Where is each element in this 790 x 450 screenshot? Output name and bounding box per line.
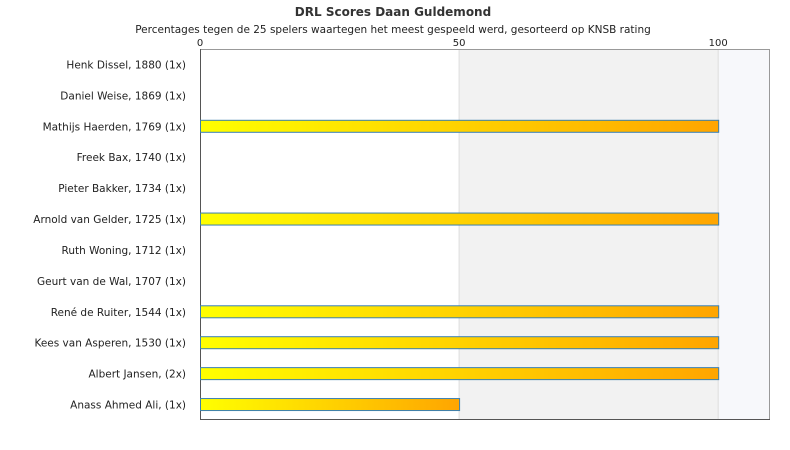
category-label: Albert Jansen, (2x) [88, 369, 186, 381]
category-label: Freek Bax, 1740 (1x) [77, 152, 186, 164]
category-label: Pieter Bakker, 1734 (1x) [58, 183, 186, 195]
plot-band [459, 49, 719, 420]
category-label: René de Ruiter, 1544 (1x) [51, 307, 186, 319]
plot-area: 0 50 100 Henk Dissel, 1880 (1x) Daniel Weise… [33, 38, 770, 420]
bar [200, 305, 720, 319]
category-label: Mathijs Haerden, 1769 (1x) [43, 121, 186, 133]
chart-subtitle: Percentages tegen de 25 spelers waartege… [135, 24, 651, 36]
bar [200, 212, 720, 226]
bar [200, 398, 461, 412]
category-label: Daniel Weise, 1869 (1x) [60, 90, 186, 102]
category-label: Geurt van de Wal, 1707 (1x) [37, 276, 186, 288]
category-label: Kees van Asperen, 1530 (1x) [34, 338, 186, 350]
category-label: Arnold van Gelder, 1725 (1x) [33, 214, 186, 226]
category-label: Henk Dissel, 1880 (1x) [66, 59, 186, 71]
bar [200, 336, 720, 350]
x-tick-label: 50 [453, 38, 466, 49]
x-tick-label: 100 [709, 38, 728, 49]
bar [200, 119, 720, 133]
plot-band [718, 49, 770, 420]
x-tick-label: 0 [197, 38, 203, 49]
chart-title: DRL Scores Daan Guldemond [295, 5, 491, 19]
category-label: Ruth Woning, 1712 (1x) [62, 245, 187, 257]
category-label: Anass Ahmed Ali, (1x) [70, 400, 186, 412]
bar [200, 367, 720, 381]
